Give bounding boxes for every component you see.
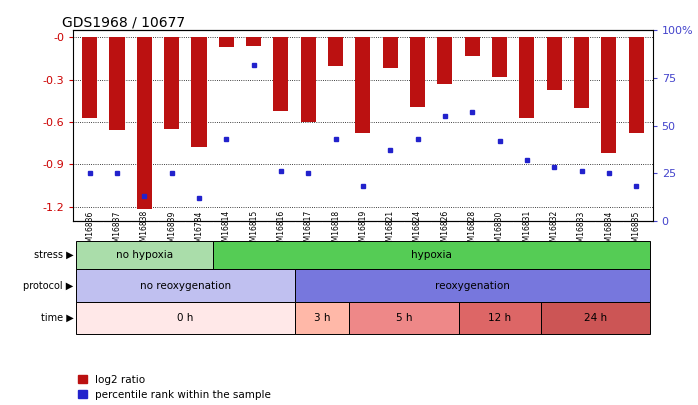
Bar: [137, 37, 152, 209]
Bar: [547, 37, 562, 90]
Text: 0 h: 0 h: [177, 313, 193, 323]
Bar: [492, 37, 507, 77]
Bar: [213, 241, 650, 269]
Bar: [218, 37, 234, 47]
Bar: [540, 302, 650, 334]
Text: 24 h: 24 h: [584, 313, 607, 323]
Text: 5 h: 5 h: [396, 313, 413, 323]
Bar: [383, 37, 398, 68]
Bar: [76, 241, 213, 269]
Text: reoxygenation: reoxygenation: [435, 281, 510, 290]
Bar: [574, 37, 589, 108]
Bar: [274, 37, 288, 111]
Text: GSM16838: GSM16838: [140, 210, 149, 252]
Bar: [349, 302, 459, 334]
Bar: [246, 37, 261, 46]
Text: GSM16832: GSM16832: [550, 210, 559, 252]
Text: GSM16819: GSM16819: [359, 210, 367, 252]
Text: 3 h: 3 h: [313, 313, 330, 323]
Text: GSM16836: GSM16836: [85, 210, 94, 252]
Bar: [295, 302, 349, 334]
Bar: [82, 37, 97, 118]
Text: no hypoxia: no hypoxia: [116, 250, 173, 260]
Text: GSM16835: GSM16835: [632, 210, 641, 252]
Bar: [191, 37, 207, 147]
Text: GSM16816: GSM16816: [276, 210, 285, 252]
Bar: [328, 37, 343, 66]
Text: GSM16834: GSM16834: [604, 210, 614, 252]
Text: GSM16817: GSM16817: [304, 210, 313, 252]
Text: GDS1968 / 10677: GDS1968 / 10677: [61, 15, 185, 29]
Text: GSM16821: GSM16821: [386, 210, 395, 252]
Text: protocol ▶: protocol ▶: [23, 281, 73, 290]
Bar: [164, 37, 179, 129]
Text: GSM16839: GSM16839: [167, 210, 176, 252]
Bar: [465, 37, 480, 56]
Text: GSM16818: GSM16818: [331, 210, 340, 252]
Text: hypoxia: hypoxia: [411, 250, 452, 260]
Text: GSM16828: GSM16828: [468, 210, 477, 252]
Bar: [110, 37, 124, 130]
Bar: [438, 37, 452, 84]
Text: GSM16824: GSM16824: [413, 210, 422, 252]
Text: 12 h: 12 h: [488, 313, 511, 323]
Bar: [519, 37, 535, 118]
Bar: [301, 37, 315, 122]
Text: GSM16826: GSM16826: [440, 210, 450, 252]
Text: time ▶: time ▶: [40, 313, 73, 323]
Bar: [629, 37, 644, 133]
Text: no reoxygenation: no reoxygenation: [140, 281, 231, 290]
Text: GSM16837: GSM16837: [112, 210, 121, 252]
Bar: [355, 37, 371, 133]
Bar: [410, 37, 425, 107]
Bar: [459, 302, 540, 334]
Text: GSM16830: GSM16830: [495, 210, 504, 252]
Legend: log2 ratio, percentile rank within the sample: log2 ratio, percentile rank within the s…: [78, 375, 271, 400]
Text: GSM16784: GSM16784: [195, 210, 204, 252]
Text: GSM16815: GSM16815: [249, 210, 258, 252]
Text: GSM16814: GSM16814: [222, 210, 231, 252]
Bar: [295, 269, 650, 302]
Text: GSM16831: GSM16831: [522, 210, 531, 252]
Bar: [76, 269, 295, 302]
Bar: [602, 37, 616, 153]
Bar: [76, 302, 295, 334]
Text: stress ▶: stress ▶: [34, 250, 73, 260]
Text: GSM16833: GSM16833: [577, 210, 586, 252]
